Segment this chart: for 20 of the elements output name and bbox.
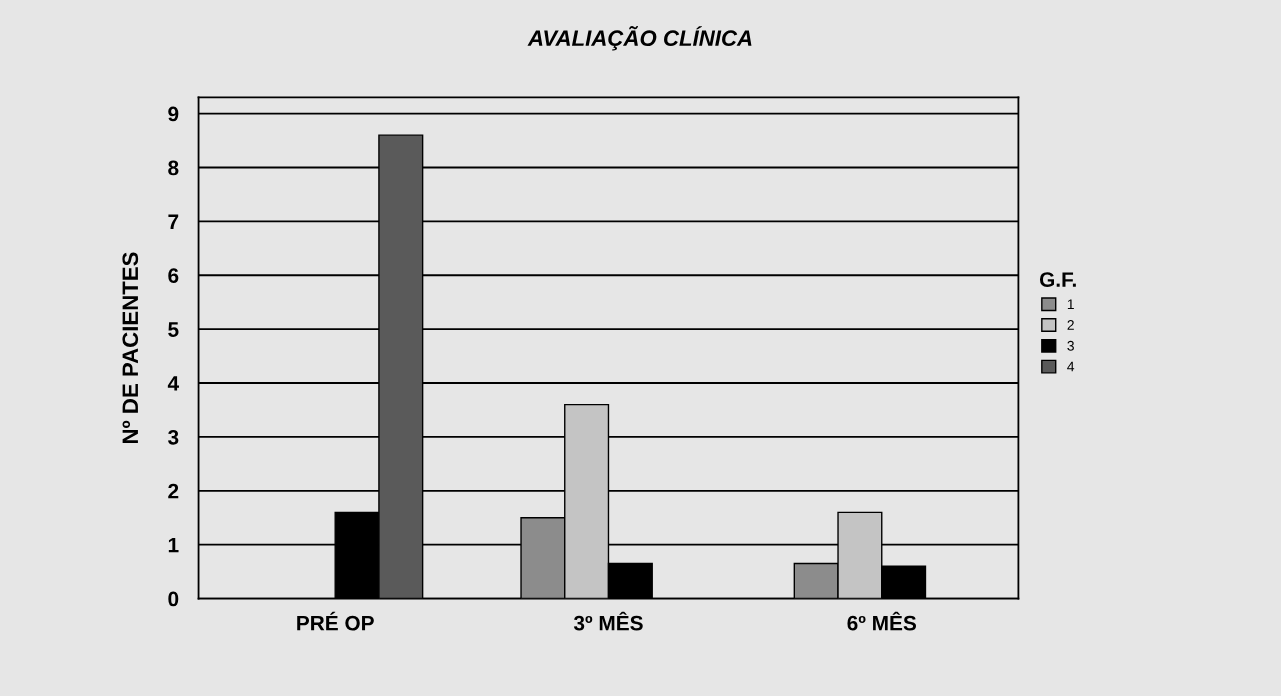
- legend-label: 1: [1067, 299, 1074, 309]
- chart-title: AVALIAÇÃO CLÍNICA: [527, 26, 752, 51]
- y-tick-label: 1: [168, 537, 179, 553]
- legend-title: G.F.: [1039, 272, 1076, 287]
- y-tick-label: 0: [168, 591, 179, 607]
- y-tick-label: 5: [168, 322, 179, 337]
- legend-label: 4: [1067, 361, 1075, 372]
- y-tick-label: 8: [168, 160, 179, 176]
- y-axis-title: Nº DE PACIENTES: [122, 252, 139, 443]
- legend-label: 3: [1067, 340, 1074, 351]
- x-tick-label: PRÉ OP: [297, 611, 374, 631]
- y-tick-label: 2: [168, 483, 179, 499]
- y-tick-label: 7: [168, 214, 179, 229]
- y-tick-label: 3: [168, 429, 179, 445]
- y-tick-label: 9: [168, 106, 179, 122]
- y-tick-label: 4: [167, 376, 179, 391]
- x-tick-label: 6º MÊS: [847, 611, 917, 631]
- legend-label: 2: [1067, 320, 1074, 330]
- y-tick-label: 6: [168, 268, 179, 284]
- x-tick-label: 3º MÊS: [573, 611, 643, 631]
